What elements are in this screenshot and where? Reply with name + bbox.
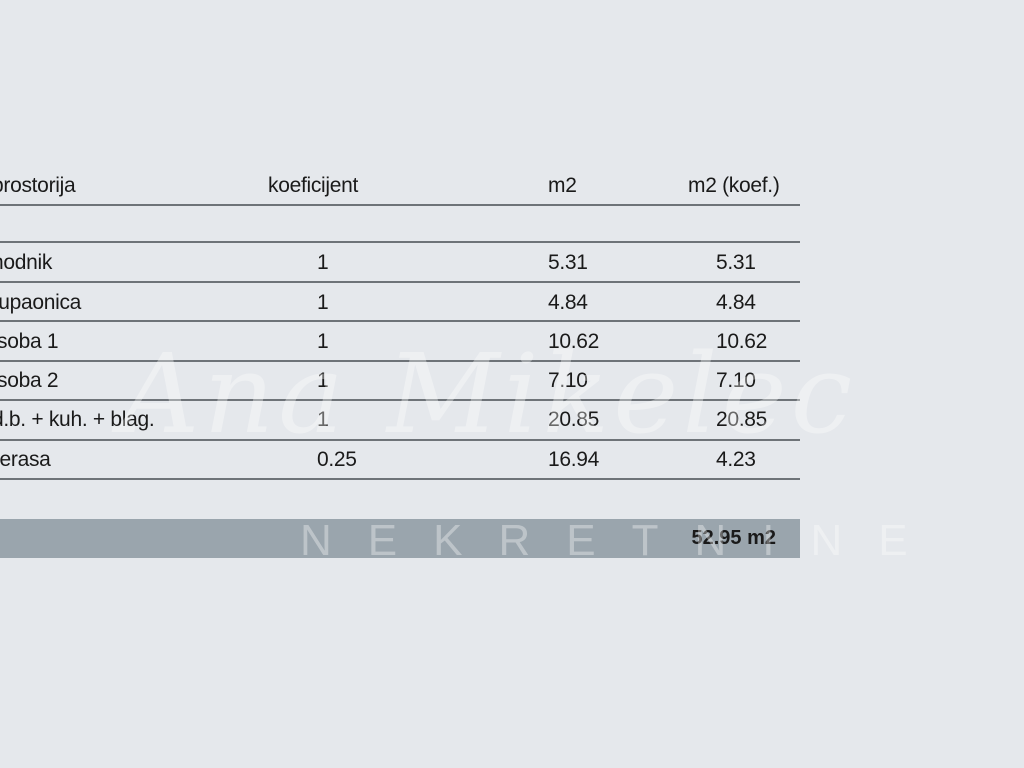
- area-m2: 10.62: [548, 330, 600, 353]
- room-name: hodnik: [0, 251, 53, 274]
- room-name: soba 1: [0, 330, 59, 353]
- divider: [0, 399, 800, 401]
- total-bar: 52.95 m2: [0, 519, 800, 558]
- divider: [0, 478, 800, 480]
- room-name: soba 2: [0, 369, 59, 392]
- area-m2: 5.31: [548, 251, 588, 274]
- divider: [0, 241, 800, 243]
- area-m2: 16.94: [548, 448, 600, 471]
- room-name: terasa: [0, 448, 51, 471]
- coefficient: 1: [317, 251, 329, 274]
- area-m2: 20.85: [548, 408, 600, 431]
- header-m2: m2: [548, 174, 577, 197]
- area-m2: 7.10: [548, 369, 588, 392]
- area-m2-coef: 4.84: [716, 291, 756, 314]
- area-m2-coef: 7.10: [716, 369, 756, 392]
- header-m2-coef: m2 (koef.): [688, 174, 780, 197]
- coefficient: 0.25: [317, 448, 357, 471]
- coefficient: 1: [317, 408, 329, 431]
- divider: [0, 360, 800, 362]
- coefficient: 1: [317, 330, 329, 353]
- divider: [0, 320, 800, 322]
- header-coefficient: koeficijent: [268, 174, 359, 197]
- area-m2-coef: 5.31: [716, 251, 756, 274]
- divider: [0, 204, 800, 206]
- total-area: 52.95 m2: [691, 527, 776, 549]
- area-m2: 4.84: [548, 291, 588, 314]
- room-name: kupaonica: [0, 291, 82, 314]
- coefficient: 1: [317, 291, 329, 314]
- divider: [0, 439, 800, 441]
- area-m2-coef: 4.23: [716, 448, 756, 471]
- area-m2-coef: 20.85: [716, 408, 768, 431]
- header-room: prostorija: [0, 174, 76, 197]
- divider: [0, 281, 800, 283]
- area-m2-coef: 10.62: [716, 330, 768, 353]
- coefficient: 1: [317, 369, 329, 392]
- room-name: d.b. + kuh. + blag.: [0, 408, 155, 431]
